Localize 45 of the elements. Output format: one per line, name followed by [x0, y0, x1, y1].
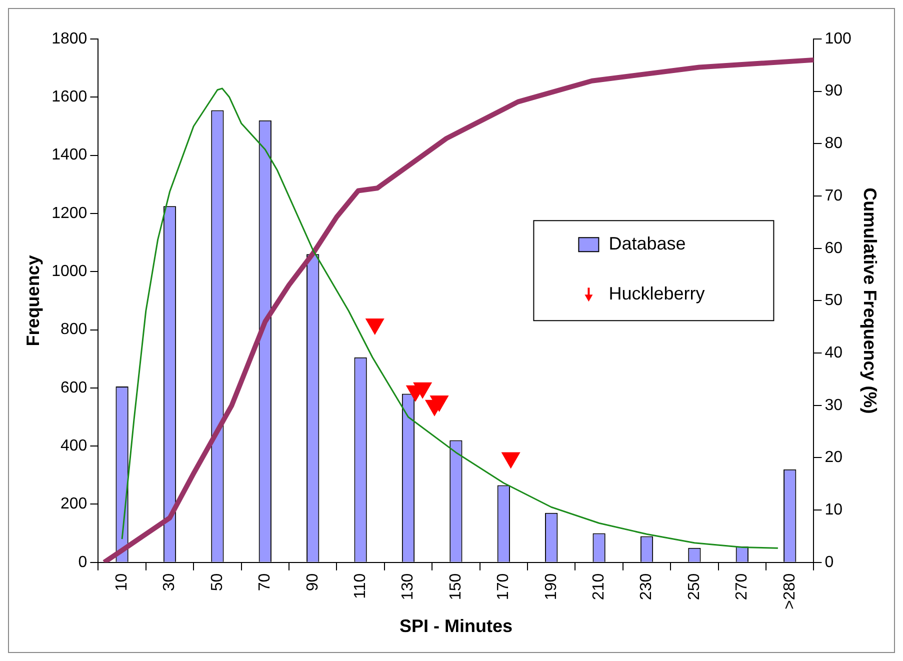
x-tick-label: 110 — [352, 573, 369, 599]
x-tick-label: >280 — [781, 573, 798, 610]
y-tick-label: 0 — [78, 554, 88, 571]
y2-tick-label: 40 — [824, 344, 843, 362]
y2-tick-label: 20 — [824, 449, 843, 466]
y2-tick-label: 90 — [824, 82, 843, 100]
point — [366, 318, 384, 334]
x-tick-label: 230 — [638, 573, 656, 600]
y-tick-label: 1200 — [52, 204, 88, 222]
x-tick-label: 90 — [304, 573, 322, 592]
legend-label: Database — [608, 234, 686, 254]
x-tick-label: 50 — [208, 573, 226, 592]
y2-tick-label: 80 — [824, 135, 843, 152]
y-tick-label: 1600 — [52, 88, 88, 106]
y2-tick-label: 60 — [824, 240, 843, 257]
x-tick-label: 170 — [495, 573, 512, 600]
y2-tick-label: 50 — [824, 292, 843, 310]
point — [502, 452, 520, 468]
y2-axis-title: Cumulative Frequency (%) — [860, 188, 880, 414]
y-tick-label: 600 — [60, 379, 88, 396]
y-tick-label: 1800 — [52, 30, 88, 48]
y2-tick-label: 10 — [824, 501, 843, 518]
x-tick-label: 130 — [400, 573, 417, 600]
y-tick-label: 800 — [60, 321, 88, 338]
x-tick-label: 70 — [256, 573, 274, 592]
x-tick-label: 30 — [161, 573, 178, 592]
point — [430, 395, 448, 412]
y-tick-label: 200 — [60, 496, 88, 513]
x-tick-label: 250 — [686, 573, 703, 600]
y2-tick-label: 30 — [824, 396, 843, 414]
y2-tick-label: 100 — [824, 30, 852, 48]
y2-tick-label: 70 — [824, 187, 843, 204]
y-tick-label: 1400 — [52, 146, 88, 164]
x-tick-label: 190 — [542, 573, 560, 600]
x-tick-label: 150 — [447, 573, 464, 600]
x-tick-label: 10 — [113, 573, 130, 592]
legend-label: Huckleberry — [608, 284, 705, 304]
x-tick-label: 270 — [734, 573, 751, 600]
x-axis-title: SPI - Minutes — [399, 616, 512, 636]
point — [413, 382, 432, 398]
x-tick-label: 210 — [590, 573, 608, 600]
y-tick-label: 400 — [60, 437, 88, 454]
y2-tick-label: 0 — [824, 554, 834, 571]
y-tick-label: 1000 — [52, 263, 88, 280]
y-axis-title: Frequency — [22, 255, 43, 346]
